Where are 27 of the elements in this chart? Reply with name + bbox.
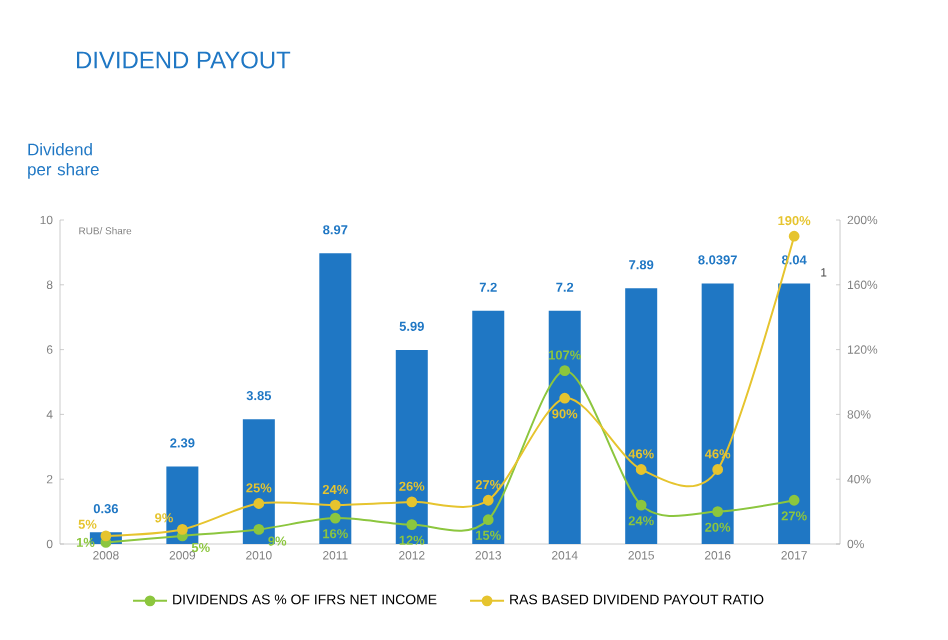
point bbox=[712, 464, 724, 475]
point bbox=[482, 494, 494, 506]
point bbox=[559, 392, 571, 404]
point bbox=[635, 464, 647, 475]
point bbox=[176, 524, 188, 535]
bar bbox=[701, 283, 734, 544]
bar bbox=[395, 349, 428, 544]
point bbox=[788, 494, 800, 506]
point bbox=[253, 498, 265, 509]
point bbox=[559, 365, 571, 377]
point bbox=[329, 512, 341, 524]
point bbox=[788, 230, 800, 242]
point bbox=[406, 519, 418, 530]
point bbox=[406, 496, 418, 508]
point bbox=[100, 530, 112, 542]
y-axis-title: Dividend per share bbox=[28, 143, 99, 179]
point bbox=[329, 499, 341, 511]
point bbox=[482, 514, 494, 526]
bar bbox=[548, 310, 581, 544]
bar bbox=[625, 288, 658, 544]
bar bbox=[778, 283, 811, 544]
chart-title: DIVIDEND PAYOUT bbox=[77, 51, 291, 69]
point bbox=[712, 506, 724, 517]
bar bbox=[472, 310, 505, 544]
point bbox=[635, 499, 647, 511]
point bbox=[253, 524, 265, 535]
bar bbox=[319, 253, 352, 544]
